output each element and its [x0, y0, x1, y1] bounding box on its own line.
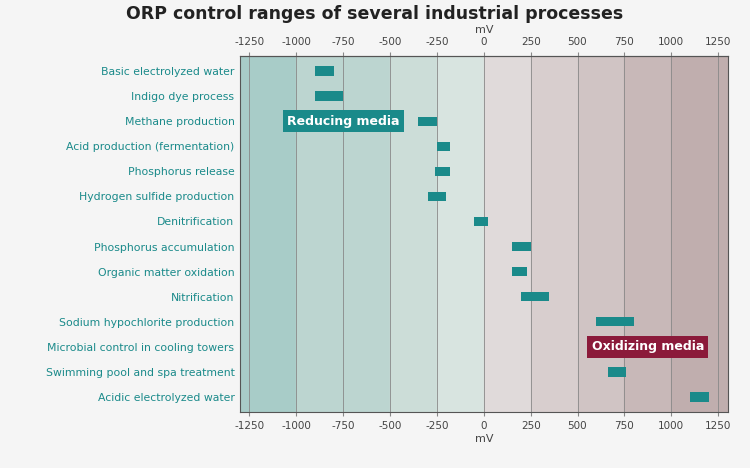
- Bar: [390, 56, 436, 412]
- Bar: [521, 292, 549, 301]
- Bar: [240, 56, 296, 412]
- Bar: [435, 167, 450, 176]
- Bar: [690, 392, 709, 402]
- X-axis label: mV: mV: [475, 25, 493, 35]
- Bar: [315, 66, 334, 76]
- Bar: [315, 91, 343, 101]
- Bar: [484, 56, 531, 412]
- X-axis label: mV: mV: [475, 434, 493, 444]
- Bar: [596, 317, 634, 326]
- Bar: [624, 56, 671, 412]
- Text: ORP control ranges of several industrial processes: ORP control ranges of several industrial…: [126, 5, 624, 22]
- Bar: [512, 242, 531, 251]
- Bar: [512, 267, 526, 276]
- Bar: [474, 217, 488, 226]
- Bar: [578, 56, 624, 412]
- Text: Oxidizing media: Oxidizing media: [592, 340, 704, 353]
- Bar: [419, 117, 436, 126]
- Bar: [296, 56, 390, 412]
- Bar: [436, 56, 484, 412]
- Text: Reducing media: Reducing media: [286, 115, 399, 128]
- Bar: [436, 142, 450, 151]
- Bar: [608, 367, 626, 377]
- Bar: [531, 56, 578, 412]
- Bar: [596, 342, 611, 351]
- Bar: [427, 192, 446, 201]
- Bar: [671, 56, 728, 412]
